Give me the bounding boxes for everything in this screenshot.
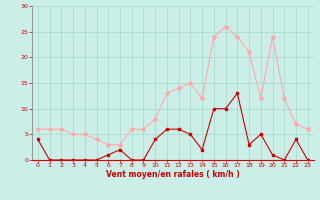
X-axis label: Vent moyen/en rafales ( km/h ): Vent moyen/en rafales ( km/h ) bbox=[106, 170, 240, 179]
